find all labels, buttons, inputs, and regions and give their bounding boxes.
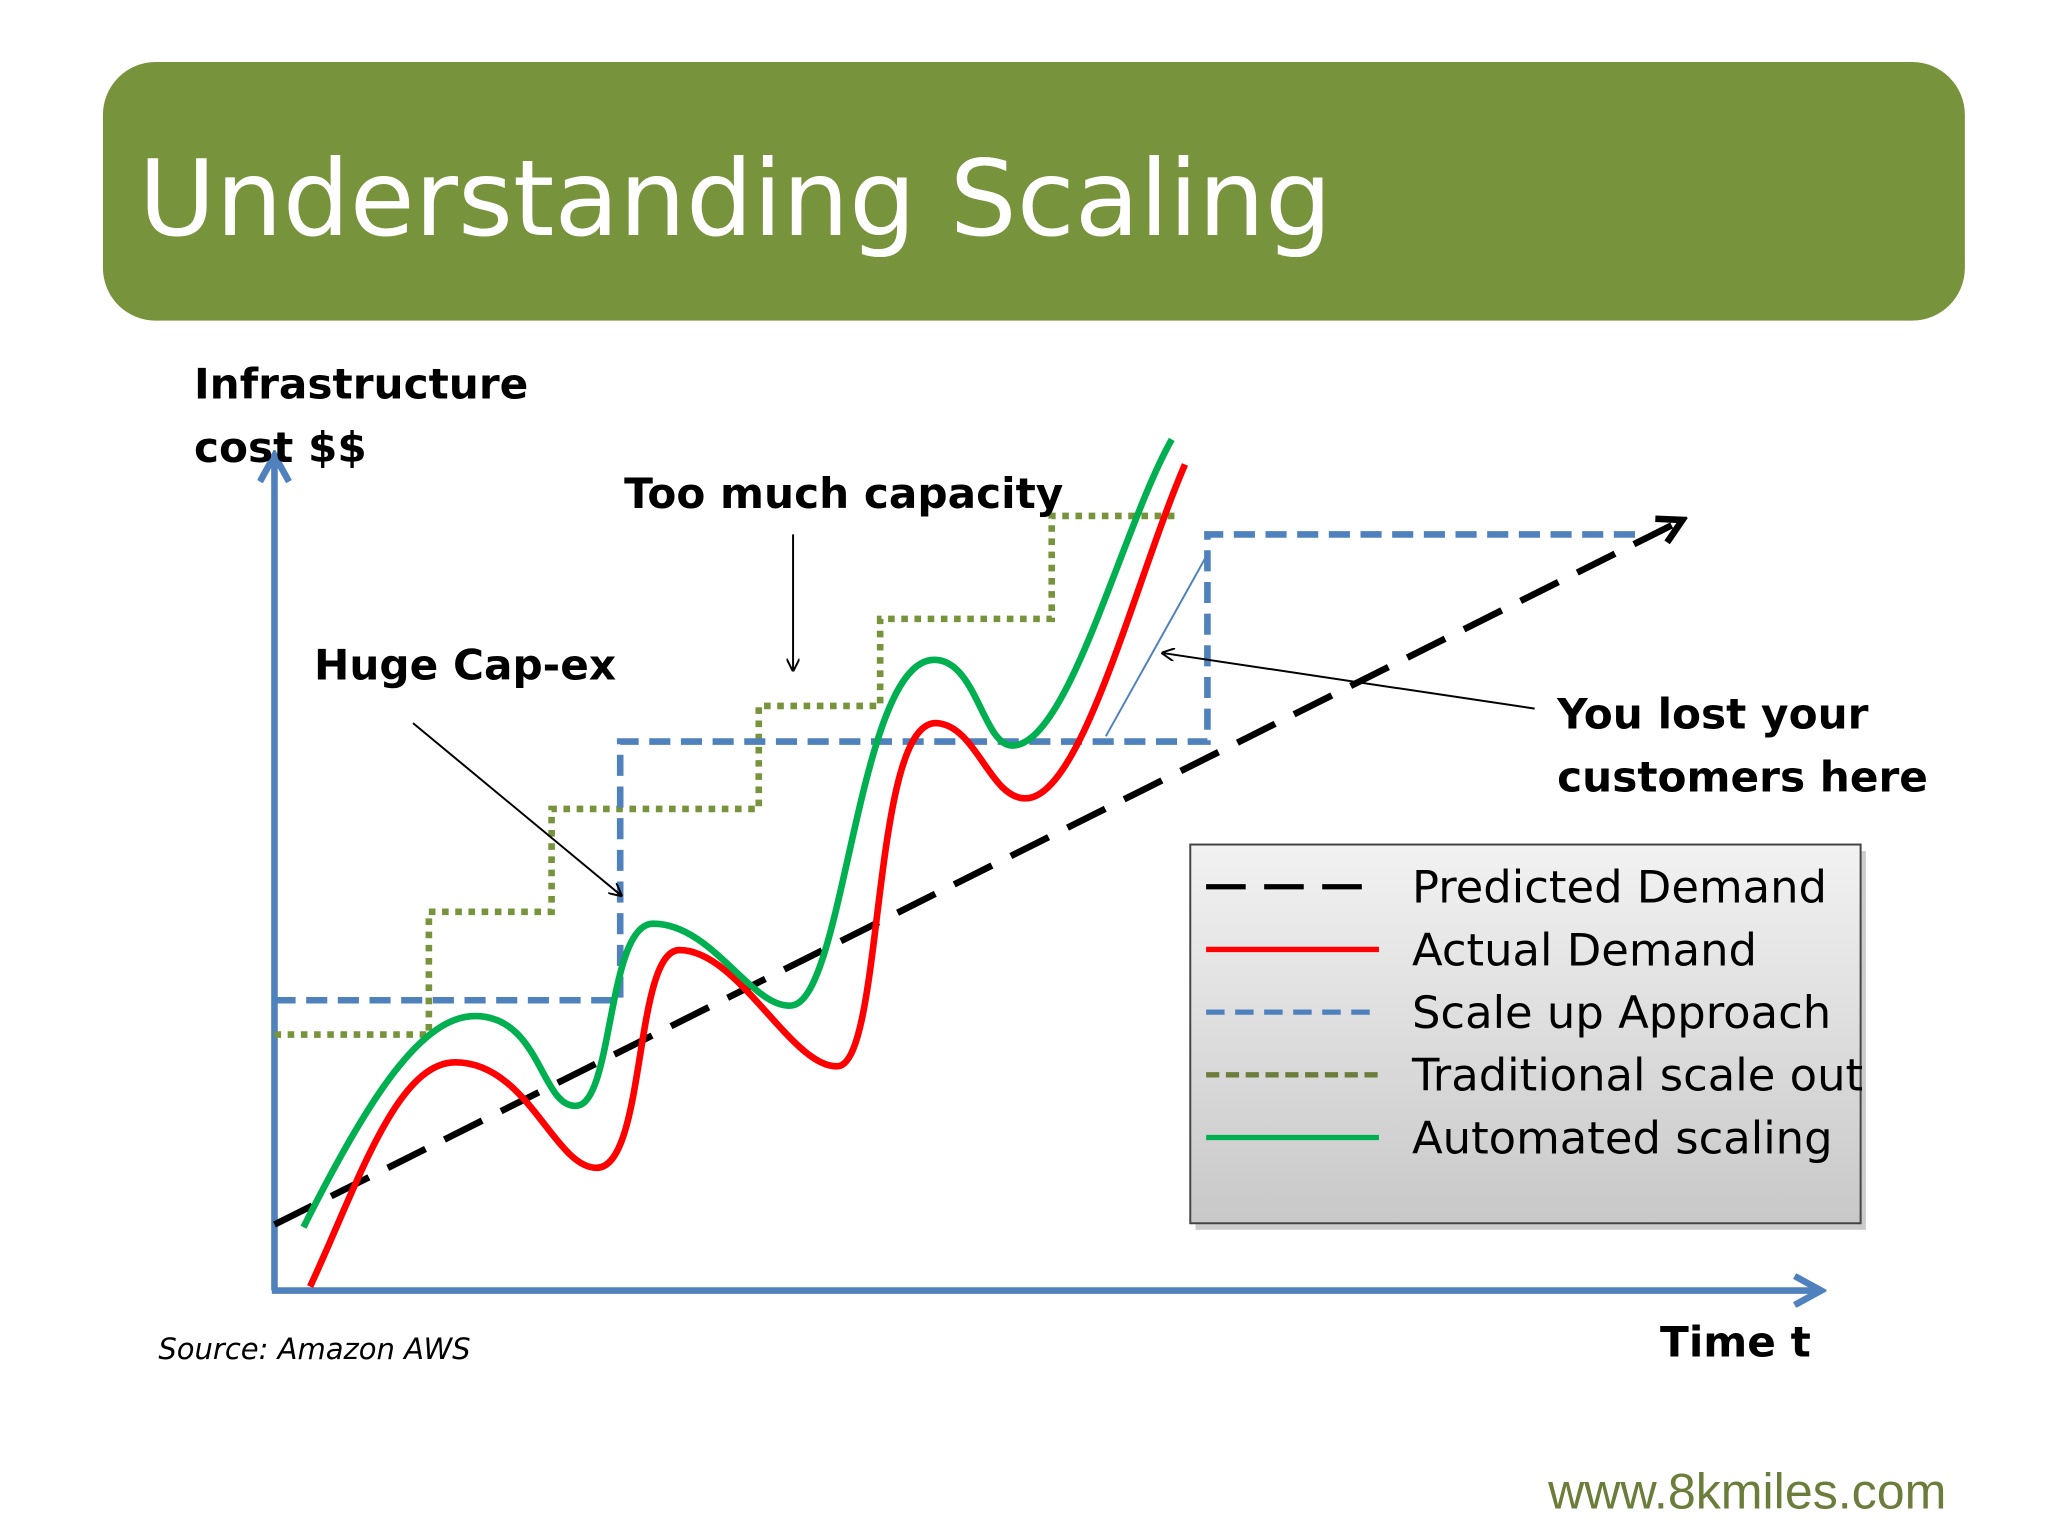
legend-label: Scale up Approach	[1412, 986, 1831, 1039]
legend-label: Predicted Demand	[1412, 861, 1827, 914]
title: Understanding Scaling	[139, 137, 1332, 260]
annotation: You lost your	[1556, 689, 1869, 738]
gap-line	[1104, 553, 1209, 737]
legend-label: Automated scaling	[1412, 1111, 1833, 1164]
title-band	[102, 62, 1965, 321]
legend-label: Actual Demand	[1412, 923, 1757, 976]
annotation: Too much capacity	[624, 469, 1063, 518]
automated-line	[300, 437, 1175, 1229]
annotation: Huge Cap-ex	[314, 641, 616, 690]
x-label: Time t	[1660, 1318, 1811, 1367]
source: Source: Amazon AWS	[158, 1332, 470, 1366]
annotation: customers here	[1557, 753, 1928, 802]
legend	[1189, 843, 1862, 1225]
actual-line	[307, 463, 1189, 1288]
legend-items: Predicted Demand Actual Demand Scale up Ap…	[1206, 861, 1863, 1164]
y-label: cost $$	[194, 423, 367, 472]
arrow	[1164, 653, 1535, 710]
legend-label: Traditional scale out	[1411, 1049, 1863, 1102]
arrow	[412, 722, 620, 895]
y-label: Infrastructure	[194, 360, 528, 409]
predicted-line	[272, 520, 1682, 1228]
website: www.8kmiles.com	[1547, 1463, 1946, 1519]
traditional-line	[274, 512, 1182, 1038]
